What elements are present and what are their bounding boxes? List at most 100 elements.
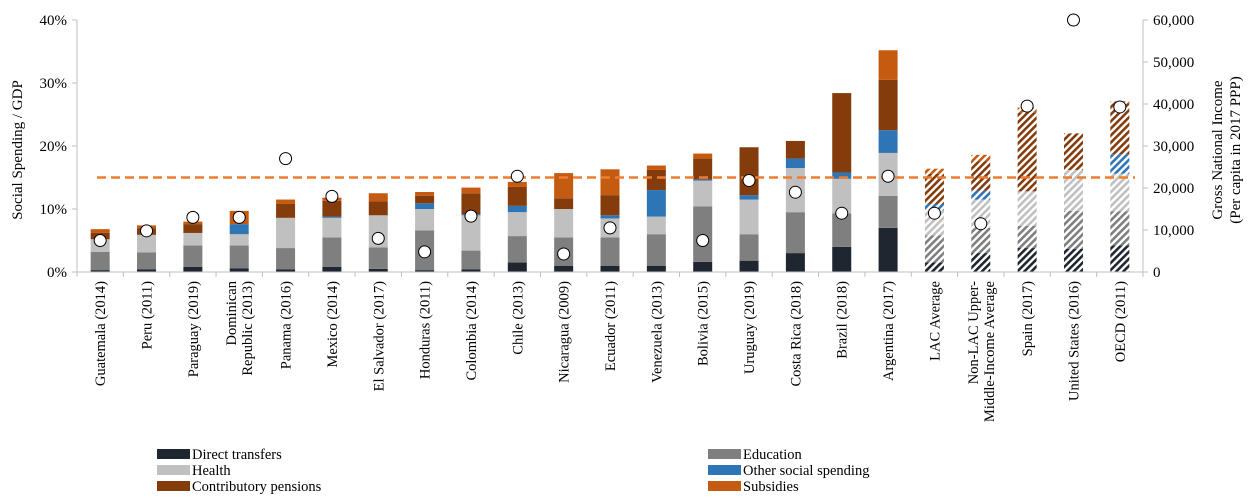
bar-segment bbox=[646, 169, 666, 191]
bar-segment bbox=[276, 248, 296, 270]
bar-segment bbox=[507, 205, 527, 213]
bar-segment bbox=[1110, 103, 1130, 155]
y2-tick-label: 30,000 bbox=[1153, 139, 1194, 155]
category-label: Argentina (2017) bbox=[881, 281, 897, 381]
bar-segment bbox=[554, 173, 574, 199]
y-tick-label: 0% bbox=[47, 265, 67, 281]
bar-segment bbox=[832, 178, 852, 214]
y2-tick-label: 50,000 bbox=[1153, 55, 1194, 71]
bar-segment bbox=[971, 154, 991, 162]
y2-axis-title: Gross National Income bbox=[1210, 80, 1226, 219]
gni-marker bbox=[742, 173, 756, 187]
category-label: Uruguay (2019) bbox=[742, 281, 758, 374]
category-label: Chile (2013) bbox=[510, 281, 526, 355]
bar-segment bbox=[785, 140, 805, 159]
bar-segment bbox=[1110, 245, 1130, 272]
category-label: Non-LAC Upper- bbox=[966, 281, 982, 384]
bar-segment bbox=[878, 227, 898, 272]
bar-segment bbox=[878, 79, 898, 131]
gni-marker bbox=[557, 247, 571, 261]
bar-segment bbox=[322, 217, 342, 238]
bar-segment bbox=[600, 237, 620, 266]
bar-segment bbox=[229, 234, 249, 246]
bar-segment bbox=[693, 153, 713, 159]
bar-segment bbox=[924, 173, 944, 204]
bar-segment bbox=[693, 261, 713, 272]
gni-marker bbox=[232, 210, 246, 224]
category-label: Bolivia (2015) bbox=[696, 281, 712, 366]
y2-tick-label: 0 bbox=[1153, 265, 1161, 281]
category-label: Guatemala (2014) bbox=[93, 281, 109, 386]
bar-segment bbox=[971, 190, 991, 200]
bar-segment bbox=[90, 229, 110, 233]
bar-segment bbox=[878, 130, 898, 153]
legend-label: Other social spending bbox=[743, 463, 869, 479]
bar-segment bbox=[90, 251, 110, 271]
gni-marker bbox=[1113, 100, 1127, 114]
gni-marker bbox=[1020, 99, 1034, 113]
gni-marker bbox=[603, 221, 617, 235]
bar-segment bbox=[415, 191, 435, 196]
bar-segment bbox=[832, 213, 852, 247]
legend-label: Contributory pensions bbox=[192, 479, 322, 495]
gni-marker bbox=[835, 206, 849, 220]
legend-swatch bbox=[708, 481, 741, 491]
bar-segment bbox=[739, 260, 759, 272]
legend-swatch bbox=[157, 481, 190, 491]
y2-axis-subtitle: (Per capita in 2017 PPP) bbox=[1228, 76, 1244, 224]
bar-segment bbox=[1063, 248, 1083, 272]
category-label: OECD (2011) bbox=[1113, 281, 1129, 362]
bar-segment bbox=[1063, 210, 1083, 249]
bar-segment bbox=[183, 224, 203, 233]
bar-segment bbox=[368, 268, 388, 272]
gni-marker bbox=[1066, 13, 1080, 27]
y-tick-label: 10% bbox=[40, 202, 68, 218]
bar-segment bbox=[507, 181, 527, 187]
y2-tick-label: 20,000 bbox=[1153, 181, 1194, 197]
bar-segment bbox=[1110, 154, 1130, 174]
category-label: Dominican bbox=[224, 280, 240, 345]
y2-tick-label: 10,000 bbox=[1153, 223, 1194, 239]
bar-segment bbox=[368, 201, 388, 216]
category-label: Panama (2016) bbox=[279, 281, 295, 369]
y-tick-label: 30% bbox=[40, 76, 68, 92]
bar-segment bbox=[276, 269, 296, 272]
bar-segment bbox=[971, 161, 991, 191]
bar-segment bbox=[322, 200, 342, 217]
legend-swatch bbox=[157, 465, 190, 475]
y-axis-title: Social Spending / GDP bbox=[10, 80, 26, 220]
category-label: Middle-Income Average bbox=[982, 281, 998, 422]
legend-label: Direct transfers bbox=[192, 447, 282, 463]
bar-segment bbox=[183, 245, 203, 267]
bar-segment bbox=[137, 269, 157, 272]
bar-segment bbox=[415, 195, 435, 204]
bar-segment bbox=[461, 193, 481, 215]
bar-segment bbox=[90, 270, 110, 272]
gni-marker bbox=[418, 245, 432, 259]
bar-segment bbox=[554, 209, 574, 238]
bar-segment bbox=[832, 172, 852, 179]
legend-swatch bbox=[708, 465, 741, 475]
bar-segment bbox=[1017, 248, 1037, 272]
legend-swatch bbox=[157, 449, 190, 459]
category-label: LAC Average bbox=[927, 281, 943, 361]
bar-segment bbox=[368, 193, 388, 202]
bar-segment bbox=[878, 195, 898, 228]
gni-marker bbox=[788, 185, 802, 199]
bar-segment bbox=[507, 262, 527, 272]
gni-marker bbox=[927, 206, 941, 220]
bar-segment bbox=[878, 50, 898, 80]
bar-segment bbox=[1017, 112, 1037, 192]
legend-swatch bbox=[708, 449, 741, 459]
bar-segment bbox=[368, 247, 388, 269]
bar-segment bbox=[971, 227, 991, 254]
bar-segment bbox=[600, 265, 620, 272]
bar-segment bbox=[183, 266, 203, 272]
legend-label: Subsidies bbox=[743, 479, 799, 495]
bar-segment bbox=[646, 165, 666, 170]
bar-segment bbox=[739, 147, 759, 196]
bar-segment bbox=[276, 217, 296, 249]
bar-segment bbox=[739, 195, 759, 200]
gni-marker bbox=[881, 169, 895, 183]
